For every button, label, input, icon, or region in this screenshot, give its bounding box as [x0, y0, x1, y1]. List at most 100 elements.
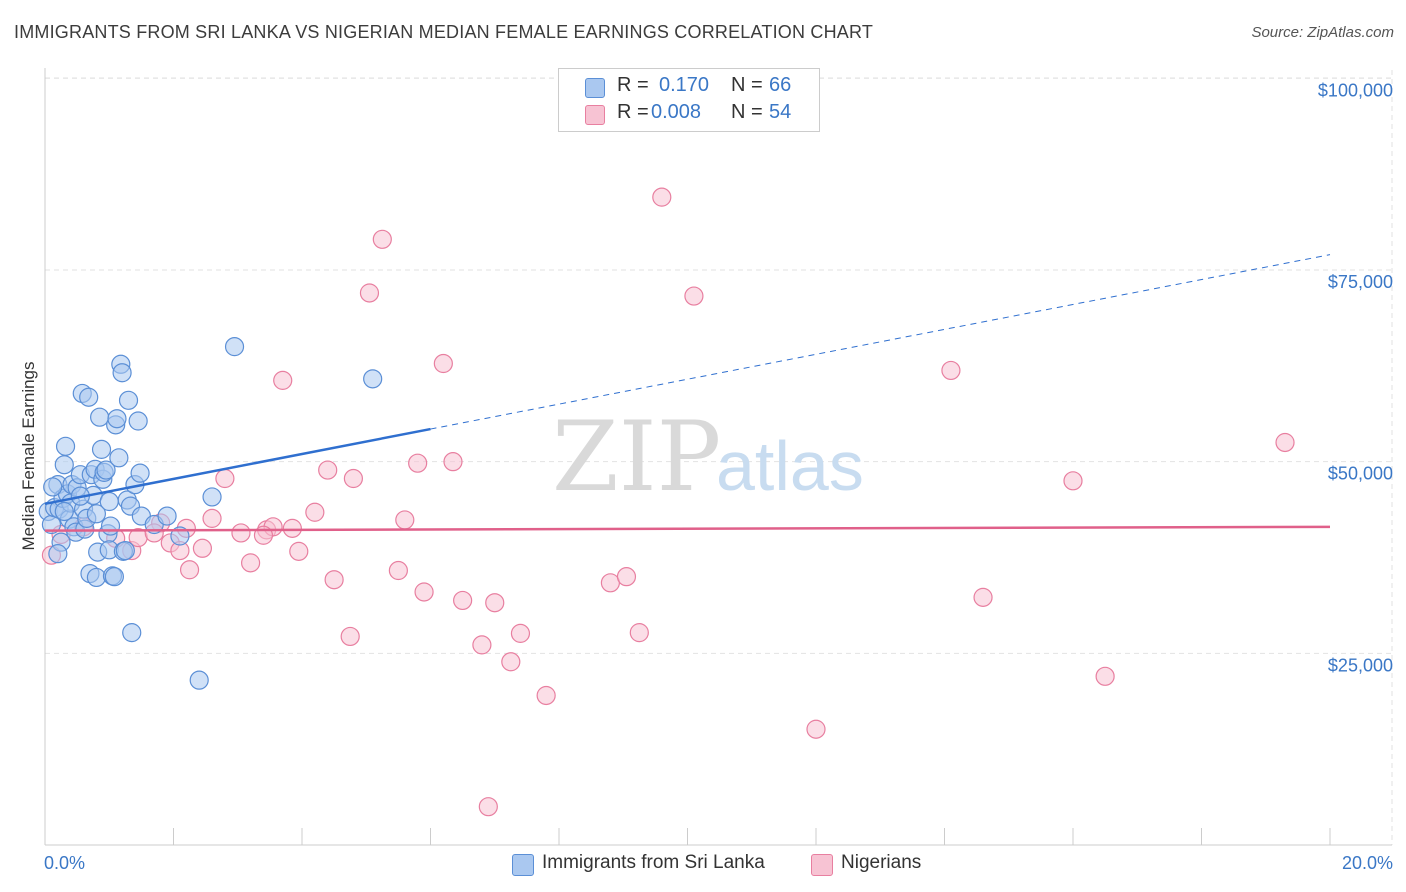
sri-lanka-point [202, 487, 222, 507]
nigerians-point [273, 370, 293, 390]
sri-lanka-point [224, 337, 245, 357]
nigerians-point [433, 353, 453, 374]
legend-n-value: 66 [769, 74, 792, 96]
legend-n-label: N = [731, 101, 763, 123]
sri-lanka-point [54, 455, 74, 475]
sri-lanka-point [96, 460, 116, 480]
sri-lanka-point [79, 387, 99, 407]
y-tick-label: $75,000 [1328, 272, 1393, 292]
legend-r-label: R = [617, 74, 649, 96]
legend-swatch-pink [585, 105, 605, 125]
y-tick-label: $100,000 [1318, 80, 1393, 100]
y-tick-label: $25,000 [1328, 655, 1393, 675]
nigerians-point [241, 553, 261, 573]
sri-lanka-point [130, 463, 150, 483]
sri-lanka-point [122, 623, 142, 643]
sri-lanka-point [115, 540, 135, 561]
legend-row-sri-lanka: R = 0.170 N = 66 [559, 74, 819, 100]
sri-lanka-point [109, 448, 129, 468]
x-tick-label-min: 0.0% [44, 853, 85, 873]
series-nigerians-points [41, 187, 1295, 817]
nigerians-point [684, 286, 704, 306]
legend-r-label: R = [617, 101, 649, 123]
sri-lanka-point [55, 436, 76, 456]
nigerians-point [192, 538, 213, 558]
nigerians-point [1095, 666, 1115, 686]
sri-lanka-point [48, 544, 68, 564]
nigerians-point [652, 187, 672, 207]
sri-lanka-point [157, 506, 177, 526]
y-axis-label: Median Female Earnings [19, 362, 38, 551]
trend-line-nigerians [44, 525, 1331, 532]
nigerians-point [395, 510, 415, 530]
sri-lanka-point [128, 411, 148, 431]
x-tick-label-max: 20.0% [1342, 853, 1393, 873]
nigerians-point [231, 523, 251, 543]
nigerians-point [443, 452, 463, 472]
nigerians-point [359, 283, 380, 303]
nigerians-point [501, 652, 521, 672]
sri-lanka-point [43, 477, 63, 497]
tick-labels: $25,000 $50,000 $75,000 $100,000 0.0% 20.0% [44, 80, 1393, 873]
nigerians-point [510, 623, 531, 643]
nigerians-point [372, 229, 392, 249]
nigerians-point [179, 560, 200, 580]
nigerians-point [289, 541, 309, 561]
trend-lines [44, 254, 1331, 532]
bottom-legend-label: Nigerians [841, 852, 922, 873]
sri-lanka-point [112, 363, 132, 383]
sri-lanka-point [363, 369, 383, 389]
nigerians-point [629, 623, 649, 643]
trend-line-sri-lanka [44, 427, 431, 506]
legend-r-value: 0.008 [651, 101, 702, 123]
nigerians-point [202, 508, 222, 528]
correlation-legend: R = 0.170 N = 66 R = 0.008 N = 54 [558, 68, 820, 132]
sri-lanka-point [86, 567, 107, 588]
source-credit: Source: ZipAtlas.com [1251, 24, 1394, 41]
sri-lanka-point [107, 409, 127, 429]
sri-lanka-point [118, 390, 139, 410]
axes [44, 68, 1392, 846]
nigerians-point [453, 590, 473, 611]
watermark-atlas: atlas [716, 427, 864, 505]
nigerians-point [414, 582, 434, 602]
nigerians-point [600, 573, 621, 593]
nigerians-point [1275, 432, 1295, 453]
nigerians-point [973, 587, 993, 607]
sri-lanka-point [90, 407, 110, 427]
nigerians-point [340, 626, 360, 647]
sri-lanka-point [91, 439, 112, 459]
y-tick-label: $50,000 [1328, 464, 1393, 484]
watermark: ZIP atlas [552, 401, 864, 513]
nigerians-point [215, 468, 235, 489]
sri-lanka-point [99, 491, 119, 512]
nigerians-point [478, 797, 498, 817]
nigerians-point [616, 567, 637, 587]
nigerians-point [343, 468, 363, 489]
sri-lanka-point [100, 516, 121, 536]
watermark-zip: ZIP [552, 401, 721, 513]
trend-line-sri-lanka-projection [430, 254, 1331, 430]
legend-swatch-blue [585, 78, 605, 98]
nigerians-point [536, 685, 556, 706]
nigerians-point [472, 635, 492, 655]
bottom-legend-swatch-pink [811, 854, 833, 876]
legend-row-nigerians: R = 0.008 N = 54 [559, 101, 819, 127]
legend-n-value: 54 [769, 101, 792, 123]
grid-lines [45, 70, 1393, 845]
nigerians-point [318, 460, 338, 480]
sri-lanka-point [86, 504, 107, 524]
nigerians-point [282, 518, 302, 538]
nigerians-point [408, 453, 428, 473]
sri-lanka-point [54, 501, 74, 522]
nigerians-point [388, 560, 408, 581]
chart-title: IMMIGRANTS FROM SRI LANKA VS NIGERIAN ME… [14, 22, 874, 42]
sri-lanka-point [104, 567, 124, 587]
sri-lanka-point [189, 670, 209, 690]
nigerians-point [324, 570, 344, 590]
nigerians-point [806, 719, 826, 739]
nigerians-point [305, 502, 325, 522]
bottom-legend-swatch-blue [512, 854, 534, 876]
legend-r-value: 0.170 [659, 74, 710, 96]
